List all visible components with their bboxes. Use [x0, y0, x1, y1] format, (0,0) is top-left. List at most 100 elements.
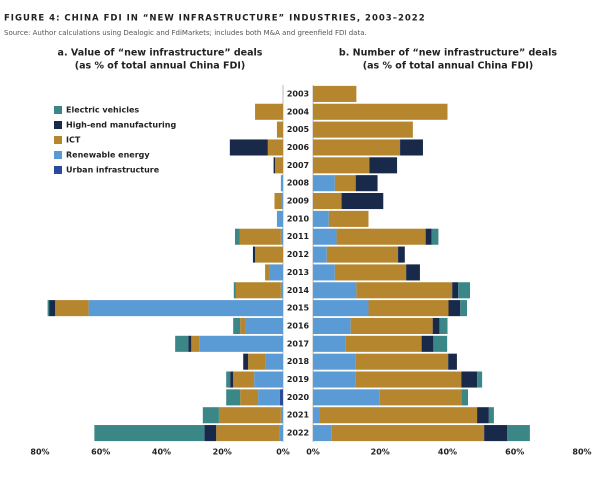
panel-subtitle: (as % of total annual China FDI) — [75, 61, 246, 72]
bar-segment — [273, 157, 276, 174]
bar-segment — [400, 139, 423, 156]
bar-segment — [204, 425, 217, 442]
y-tick-label: 2003 — [287, 89, 309, 98]
bar-segment — [276, 121, 283, 138]
bar-segment — [254, 371, 283, 388]
x-tick-label: 40% — [152, 448, 171, 457]
bar-segment — [313, 157, 370, 174]
bar-segment — [265, 353, 283, 370]
bar-segment — [425, 228, 432, 245]
bar-segment — [240, 317, 246, 335]
bar-segment — [313, 121, 413, 138]
bar-segment — [448, 300, 461, 317]
bar-segment — [421, 335, 434, 352]
bar-segment — [313, 425, 332, 442]
bar-segment — [452, 282, 459, 299]
y-tick-label: 2011 — [287, 232, 310, 241]
bar-segment — [280, 282, 283, 299]
bar-segment — [275, 157, 283, 174]
bar-segment — [313, 103, 448, 120]
bar-segment — [458, 282, 471, 299]
bar-segment — [379, 389, 462, 406]
bar-segment — [274, 192, 282, 210]
bar-segment — [431, 228, 439, 245]
bar-segment — [460, 300, 468, 317]
bar-segment — [326, 246, 399, 263]
x-tick-label: 60% — [91, 448, 110, 457]
bar-segment — [88, 300, 283, 317]
legend-swatch — [54, 151, 62, 159]
bar-segment — [233, 371, 255, 388]
bar-segment — [226, 389, 241, 406]
y-tick-label: 2005 — [287, 125, 310, 134]
bar-segment — [240, 389, 259, 406]
bar-segment — [477, 407, 489, 424]
bar-segment — [280, 175, 283, 192]
legend-label: ICT — [66, 136, 81, 145]
y-tick-label: 2013 — [287, 268, 309, 277]
bar-segment — [245, 317, 283, 335]
bar-segment — [368, 300, 449, 317]
bar-segment — [313, 210, 329, 227]
bar-segment — [191, 335, 200, 352]
bar-segment — [313, 85, 357, 102]
bar-segment — [248, 353, 266, 370]
y-tick-label: 2015 — [287, 304, 310, 313]
x-tick-label: 60% — [505, 448, 524, 457]
bar-segment — [239, 228, 281, 245]
bar-segment — [319, 407, 478, 424]
source-note: Source: Author calculations using Dealog… — [4, 29, 367, 37]
bar-segment — [369, 157, 398, 174]
bar-segment — [94, 425, 205, 442]
bar-segment — [218, 407, 281, 424]
bar-segment — [279, 389, 283, 406]
bar-segment — [188, 335, 192, 352]
bar-segment — [230, 371, 234, 388]
bar-segment — [280, 228, 283, 245]
x-tick-label: 20% — [213, 448, 232, 457]
legend-swatch — [54, 136, 62, 144]
y-tick-label: 2012 — [287, 250, 309, 259]
bar-segment — [336, 228, 426, 245]
bar-segment — [461, 389, 469, 406]
bar-segment — [355, 371, 462, 388]
legend-label: Electric vehicles — [66, 106, 139, 115]
bar-segment — [345, 335, 422, 352]
y-tick-label: 2017 — [287, 339, 309, 348]
bar-segment — [507, 425, 530, 442]
bar-segment — [477, 371, 483, 388]
bar-segment — [280, 407, 283, 424]
bar-segment — [406, 264, 420, 281]
bar-segment — [439, 317, 448, 335]
bar-segment — [175, 335, 189, 352]
bar-segment — [356, 282, 453, 299]
panel-title: b. Number of “new infrastructure” deals — [339, 48, 557, 59]
x-tick-label: 20% — [371, 448, 390, 457]
bar-segment — [448, 353, 457, 370]
bar-segment — [255, 103, 283, 120]
bar-segment — [269, 264, 283, 281]
legend-label: Urban infrastructure — [66, 166, 160, 175]
y-tick-label: 2016 — [287, 321, 310, 330]
bar-segment — [202, 407, 219, 424]
bar-segment — [226, 371, 231, 388]
bar-segment — [331, 425, 485, 442]
bar-segment — [484, 425, 508, 442]
legend-label: Renewable energy — [66, 151, 150, 160]
y-tick-label: 2018 — [287, 357, 310, 366]
bar-segment — [55, 300, 89, 317]
bar-segment — [313, 246, 327, 263]
y-tick-label: 2010 — [287, 214, 310, 223]
y-tick-label: 2019 — [287, 375, 310, 384]
bar-segment — [49, 300, 56, 317]
bar-segment — [433, 335, 448, 352]
bar-segment — [276, 210, 283, 227]
bar-segment — [488, 407, 494, 424]
y-tick-label: 2007 — [287, 161, 309, 170]
bar-segment — [313, 300, 369, 317]
bar-segment — [47, 300, 50, 317]
bar-segment — [199, 335, 283, 352]
panel-subtitle: (as % of total annual China FDI) — [363, 61, 534, 72]
x-tick-label: 40% — [438, 448, 457, 457]
bar-segment — [350, 317, 433, 335]
